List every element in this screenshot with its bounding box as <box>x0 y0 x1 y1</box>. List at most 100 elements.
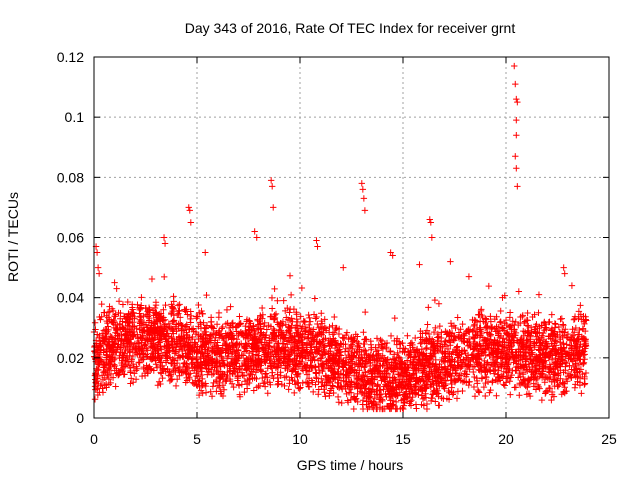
data-point <box>192 377 199 384</box>
data-point <box>526 392 534 400</box>
data-point <box>122 354 130 361</box>
data-point <box>519 313 526 320</box>
data-point <box>447 320 455 327</box>
data-point <box>568 345 575 352</box>
data-point <box>315 378 322 386</box>
data-point <box>146 363 153 370</box>
data-point <box>236 393 244 400</box>
data-point <box>512 80 519 88</box>
data-point <box>115 372 122 379</box>
y-tick-label: 0.08 <box>57 169 84 185</box>
data-point <box>252 351 260 358</box>
data-point <box>539 350 546 357</box>
data-point <box>145 364 152 371</box>
data-point <box>435 402 442 409</box>
data-point <box>100 364 107 371</box>
data-point <box>572 361 579 369</box>
data-point <box>498 359 505 367</box>
data-point <box>234 322 242 329</box>
data-point <box>561 270 568 277</box>
data-point <box>272 310 280 318</box>
data-point <box>274 297 281 304</box>
data-point <box>298 339 305 347</box>
data-point <box>548 356 556 363</box>
data-point <box>164 365 171 373</box>
data-point <box>233 360 240 367</box>
data-point <box>532 362 540 370</box>
data-point <box>432 324 439 332</box>
data-point <box>287 291 295 299</box>
data-point <box>471 393 479 400</box>
data-point <box>113 285 120 292</box>
data-point <box>339 334 346 341</box>
data-point <box>369 381 376 389</box>
x-tick-label: 0 <box>90 431 98 447</box>
data-point <box>234 374 242 382</box>
data-point <box>404 332 411 339</box>
data-point <box>464 339 471 346</box>
data-point <box>360 329 367 336</box>
data-point <box>523 337 531 345</box>
data-point <box>455 329 463 336</box>
data-point <box>228 320 236 327</box>
data-point <box>497 307 504 315</box>
data-point <box>360 340 367 348</box>
data-point <box>359 186 367 193</box>
x-tick-label: 5 <box>193 431 201 447</box>
data-point <box>242 341 250 348</box>
data-point <box>102 326 109 334</box>
data-point <box>214 348 221 356</box>
data-point <box>486 330 493 337</box>
data-point <box>369 380 377 387</box>
data-point <box>552 349 560 357</box>
data-point <box>428 234 436 241</box>
data-point <box>266 343 273 351</box>
data-point <box>150 343 157 351</box>
data-point <box>472 317 479 324</box>
data-point <box>108 348 115 356</box>
data-point <box>389 252 396 259</box>
data-point <box>274 381 281 388</box>
data-point <box>271 327 278 334</box>
data-point <box>486 389 493 396</box>
data-point <box>419 330 426 337</box>
data-point <box>261 319 268 327</box>
data-point <box>178 327 186 334</box>
data-point <box>350 405 357 413</box>
data-point <box>96 338 104 345</box>
data-point <box>482 337 490 344</box>
data-point <box>515 288 523 295</box>
data-point <box>157 380 164 388</box>
data-point <box>535 356 542 363</box>
data-point <box>368 388 376 396</box>
data-point <box>544 342 551 350</box>
data-point <box>103 335 110 342</box>
data-point <box>191 361 198 368</box>
data-point <box>257 330 264 338</box>
data-point <box>243 316 251 323</box>
data-point <box>141 337 149 344</box>
data-point <box>162 301 169 309</box>
data-point <box>107 363 114 371</box>
data-point <box>157 310 165 317</box>
data-point <box>569 326 576 333</box>
data-point <box>480 348 488 356</box>
data-point <box>495 342 503 349</box>
data-point <box>523 336 530 344</box>
data-point <box>493 392 500 399</box>
data-point <box>214 358 221 365</box>
data-point <box>105 342 112 349</box>
data-point <box>109 374 117 381</box>
data-point <box>488 324 495 332</box>
data-point <box>184 342 191 349</box>
data-point <box>170 317 177 324</box>
data-point <box>328 363 336 371</box>
data-point <box>299 351 307 359</box>
data-point <box>454 354 462 361</box>
data-point <box>362 368 369 376</box>
data-point <box>550 393 558 400</box>
data-point <box>532 328 539 336</box>
data-point <box>209 383 217 390</box>
data-point <box>576 374 584 382</box>
data-point <box>320 336 327 343</box>
